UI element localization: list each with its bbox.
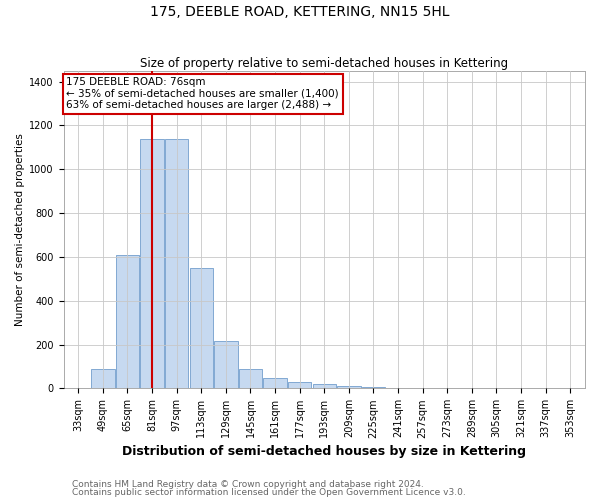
Bar	[263, 378, 287, 388]
Y-axis label: Number of semi-detached properties: Number of semi-detached properties	[15, 133, 25, 326]
Text: 175, DEEBLE ROAD, KETTERING, NN15 5HL: 175, DEEBLE ROAD, KETTERING, NN15 5HL	[150, 5, 450, 19]
Text: 175 DEEBLE ROAD: 76sqm
← 35% of semi-detached houses are smaller (1,400)
63% of : 175 DEEBLE ROAD: 76sqm ← 35% of semi-det…	[67, 77, 339, 110]
Bar	[214, 341, 238, 388]
Bar	[165, 138, 188, 388]
Bar	[362, 387, 385, 388]
Bar	[91, 368, 115, 388]
Bar	[116, 254, 139, 388]
Text: Contains public sector information licensed under the Open Government Licence v3: Contains public sector information licen…	[72, 488, 466, 497]
Text: Contains HM Land Registry data © Crown copyright and database right 2024.: Contains HM Land Registry data © Crown c…	[72, 480, 424, 489]
Bar	[190, 268, 213, 388]
Title: Size of property relative to semi-detached houses in Kettering: Size of property relative to semi-detach…	[140, 56, 508, 70]
Bar	[239, 368, 262, 388]
Bar	[337, 386, 361, 388]
Bar	[140, 138, 164, 388]
Bar	[313, 384, 336, 388]
X-axis label: Distribution of semi-detached houses by size in Kettering: Distribution of semi-detached houses by …	[122, 444, 526, 458]
Bar	[288, 382, 311, 388]
